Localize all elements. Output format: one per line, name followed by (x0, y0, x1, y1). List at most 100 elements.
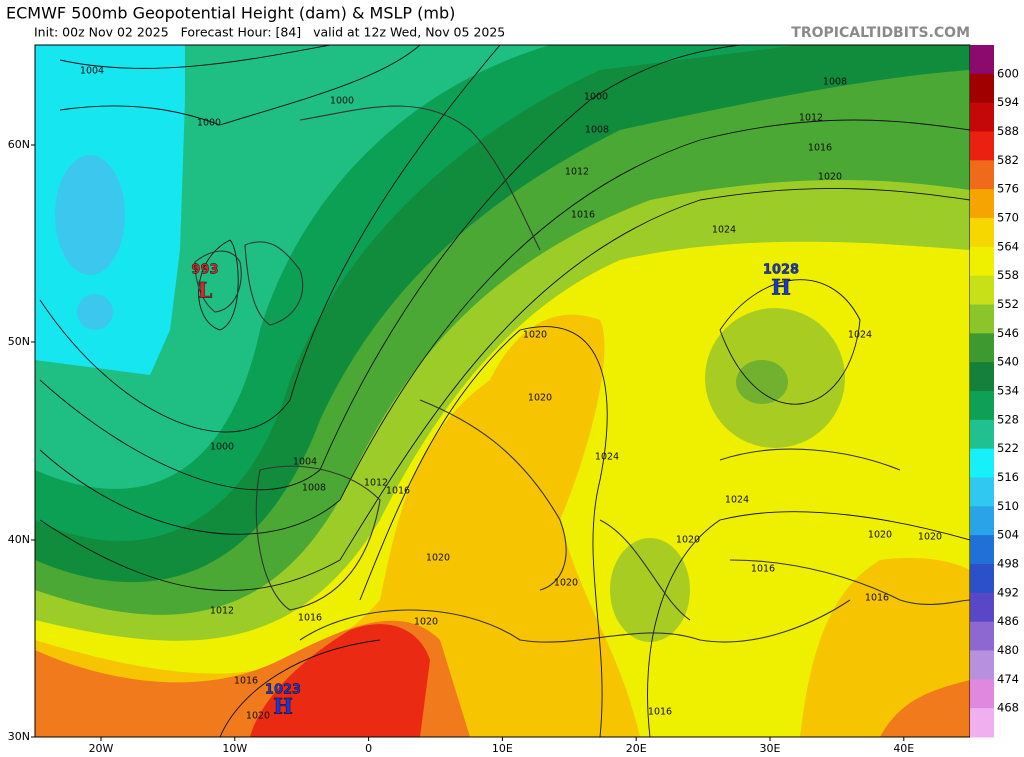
colorbar-swatch (970, 45, 994, 75)
isobar-label: 1012 (799, 113, 823, 124)
colorbar-label: 474 (997, 672, 1019, 686)
isobar-label: 1000 (584, 92, 608, 103)
colorbar-swatch (970, 679, 994, 709)
isobar-label: 1008 (585, 125, 609, 136)
colorbar-label: 468 (997, 701, 1019, 715)
isobar-label: 1020 (528, 393, 552, 404)
longitude-label: 20E (626, 742, 647, 755)
isobar-label: 1020 (554, 578, 578, 589)
longitude-label: 0 (365, 742, 372, 755)
colorbar-swatch (970, 506, 994, 536)
isobar-label: 1024 (725, 495, 749, 506)
colorbar-label: 582 (997, 153, 1019, 167)
colorbar-swatch (970, 535, 994, 565)
colorbar-label: 516 (997, 470, 1019, 484)
isobar-label: 1012 (210, 606, 234, 617)
pressure-symbol: L (198, 278, 213, 303)
latitude-label: 40N (8, 533, 30, 546)
isobar-label: 1000 (210, 442, 234, 453)
isobar-label: 1004 (293, 457, 317, 468)
colorbar-label: 564 (997, 239, 1019, 253)
colorbar-swatch (970, 189, 994, 219)
colorbar-label: 546 (997, 326, 1019, 340)
longitude-label: 10E (492, 742, 513, 755)
colorbar-label: 576 (997, 182, 1019, 196)
isobar-label: 1016 (865, 593, 889, 604)
isobar-label: 1024 (595, 452, 619, 463)
colorbar-label: 534 (997, 384, 1019, 398)
source: TROPICALTIDBITS.COM (791, 25, 970, 41)
colorbar-label: 570 (997, 211, 1019, 225)
colorbar-label: 600 (997, 66, 1019, 80)
latitude-label: 60N (8, 138, 30, 151)
colorbar-label: 558 (997, 268, 1019, 282)
colorbar-swatch (970, 73, 994, 104)
pressure-value: 1023 (265, 683, 301, 698)
isobar-label: 1020 (818, 172, 842, 183)
colorbar-label: 528 (997, 412, 1019, 426)
isobar-label: 1020 (918, 532, 942, 543)
axis-labels: 60N 50N 40N 30N 20W 10W 0 10E 20E 30E 40E (8, 138, 915, 755)
colorbar-label: 498 (997, 557, 1019, 571)
map-area (35, 45, 970, 737)
pressure-value: 1028 (763, 263, 799, 278)
colorbar-label: 480 (997, 643, 1019, 657)
isobar-label: 1020 (868, 530, 892, 541)
colorbar-label: 492 (997, 585, 1019, 599)
colorbar-swatch (970, 621, 994, 651)
isobar-label: 1008 (823, 77, 847, 88)
colorbar-swatch (970, 708, 994, 738)
pressure-value: 993 (191, 263, 218, 278)
isobar-label: 1012 (565, 167, 589, 178)
colorbar-label: 486 (997, 614, 1019, 628)
colorbar-swatch (970, 246, 994, 277)
isobar-label: 1008 (302, 483, 326, 494)
map-labels: 993L1028H1023H10041000100010001008100810… (80, 66, 942, 722)
colorbar-swatch (970, 362, 994, 392)
subtitle: Init: 00z Nov 02 2025 Forecast Hour: [84… (34, 25, 505, 40)
isobar-label: 1016 (386, 486, 410, 497)
pressure-symbol: H (771, 275, 791, 300)
isobar-label: 1016 (234, 676, 258, 687)
colorbar-swatch (970, 218, 994, 248)
longitude-label: 10W (222, 742, 247, 755)
longitude-label: 20W (89, 742, 114, 755)
colorbar-swatch (970, 275, 994, 305)
colorbar-label: 510 (997, 499, 1019, 513)
latitude-label: 50N (8, 335, 30, 348)
colorbar-label: 588 (997, 124, 1019, 138)
colorbar-label: 540 (997, 355, 1019, 369)
colorbar-label: 594 (997, 95, 1019, 109)
colorbar-swatch (970, 131, 994, 161)
isobar-label: 1020 (414, 617, 438, 628)
colorbar-swatch (970, 160, 994, 190)
colorbar-swatch (970, 564, 994, 594)
isobar-label: 1016 (571, 210, 595, 221)
isobar-label: 1024 (712, 225, 736, 236)
isobar-label: 1016 (298, 613, 322, 624)
isobar-label: 1016 (751, 564, 775, 575)
isobar-label: 1000 (330, 96, 354, 107)
colorbar-swatch (970, 391, 994, 421)
isobar-label: 1000 (197, 118, 221, 129)
colorbar-swatch (970, 304, 994, 334)
isobar-label: 1020 (426, 553, 450, 564)
longitude-label: 40E (893, 742, 914, 755)
latitude-label: 30N (8, 730, 30, 743)
isobar-label: 1004 (80, 66, 104, 77)
colorbar-swatch (970, 448, 994, 478)
colorbar-swatch (970, 592, 994, 623)
isobar-label: 1016 (648, 707, 672, 718)
colorbar-label: 552 (997, 297, 1019, 311)
colorbar-swatch (970, 102, 994, 132)
colorbar-label: 504 (997, 528, 1019, 542)
colorbar-swatch (970, 477, 994, 507)
isobar-label: 1016 (808, 143, 832, 154)
title: ECMWF 500mb Geopotential Height (dam) & … (6, 4, 455, 23)
isobar-label: 1020 (676, 535, 700, 546)
colorbar: 600 594 588 582 576 570 564 558 552 546 540 534 528 5… (970, 45, 1019, 738)
longitude-label: 30E (760, 742, 781, 755)
colorbar-swatch (970, 419, 994, 450)
colorbar-label: 522 (997, 441, 1019, 455)
